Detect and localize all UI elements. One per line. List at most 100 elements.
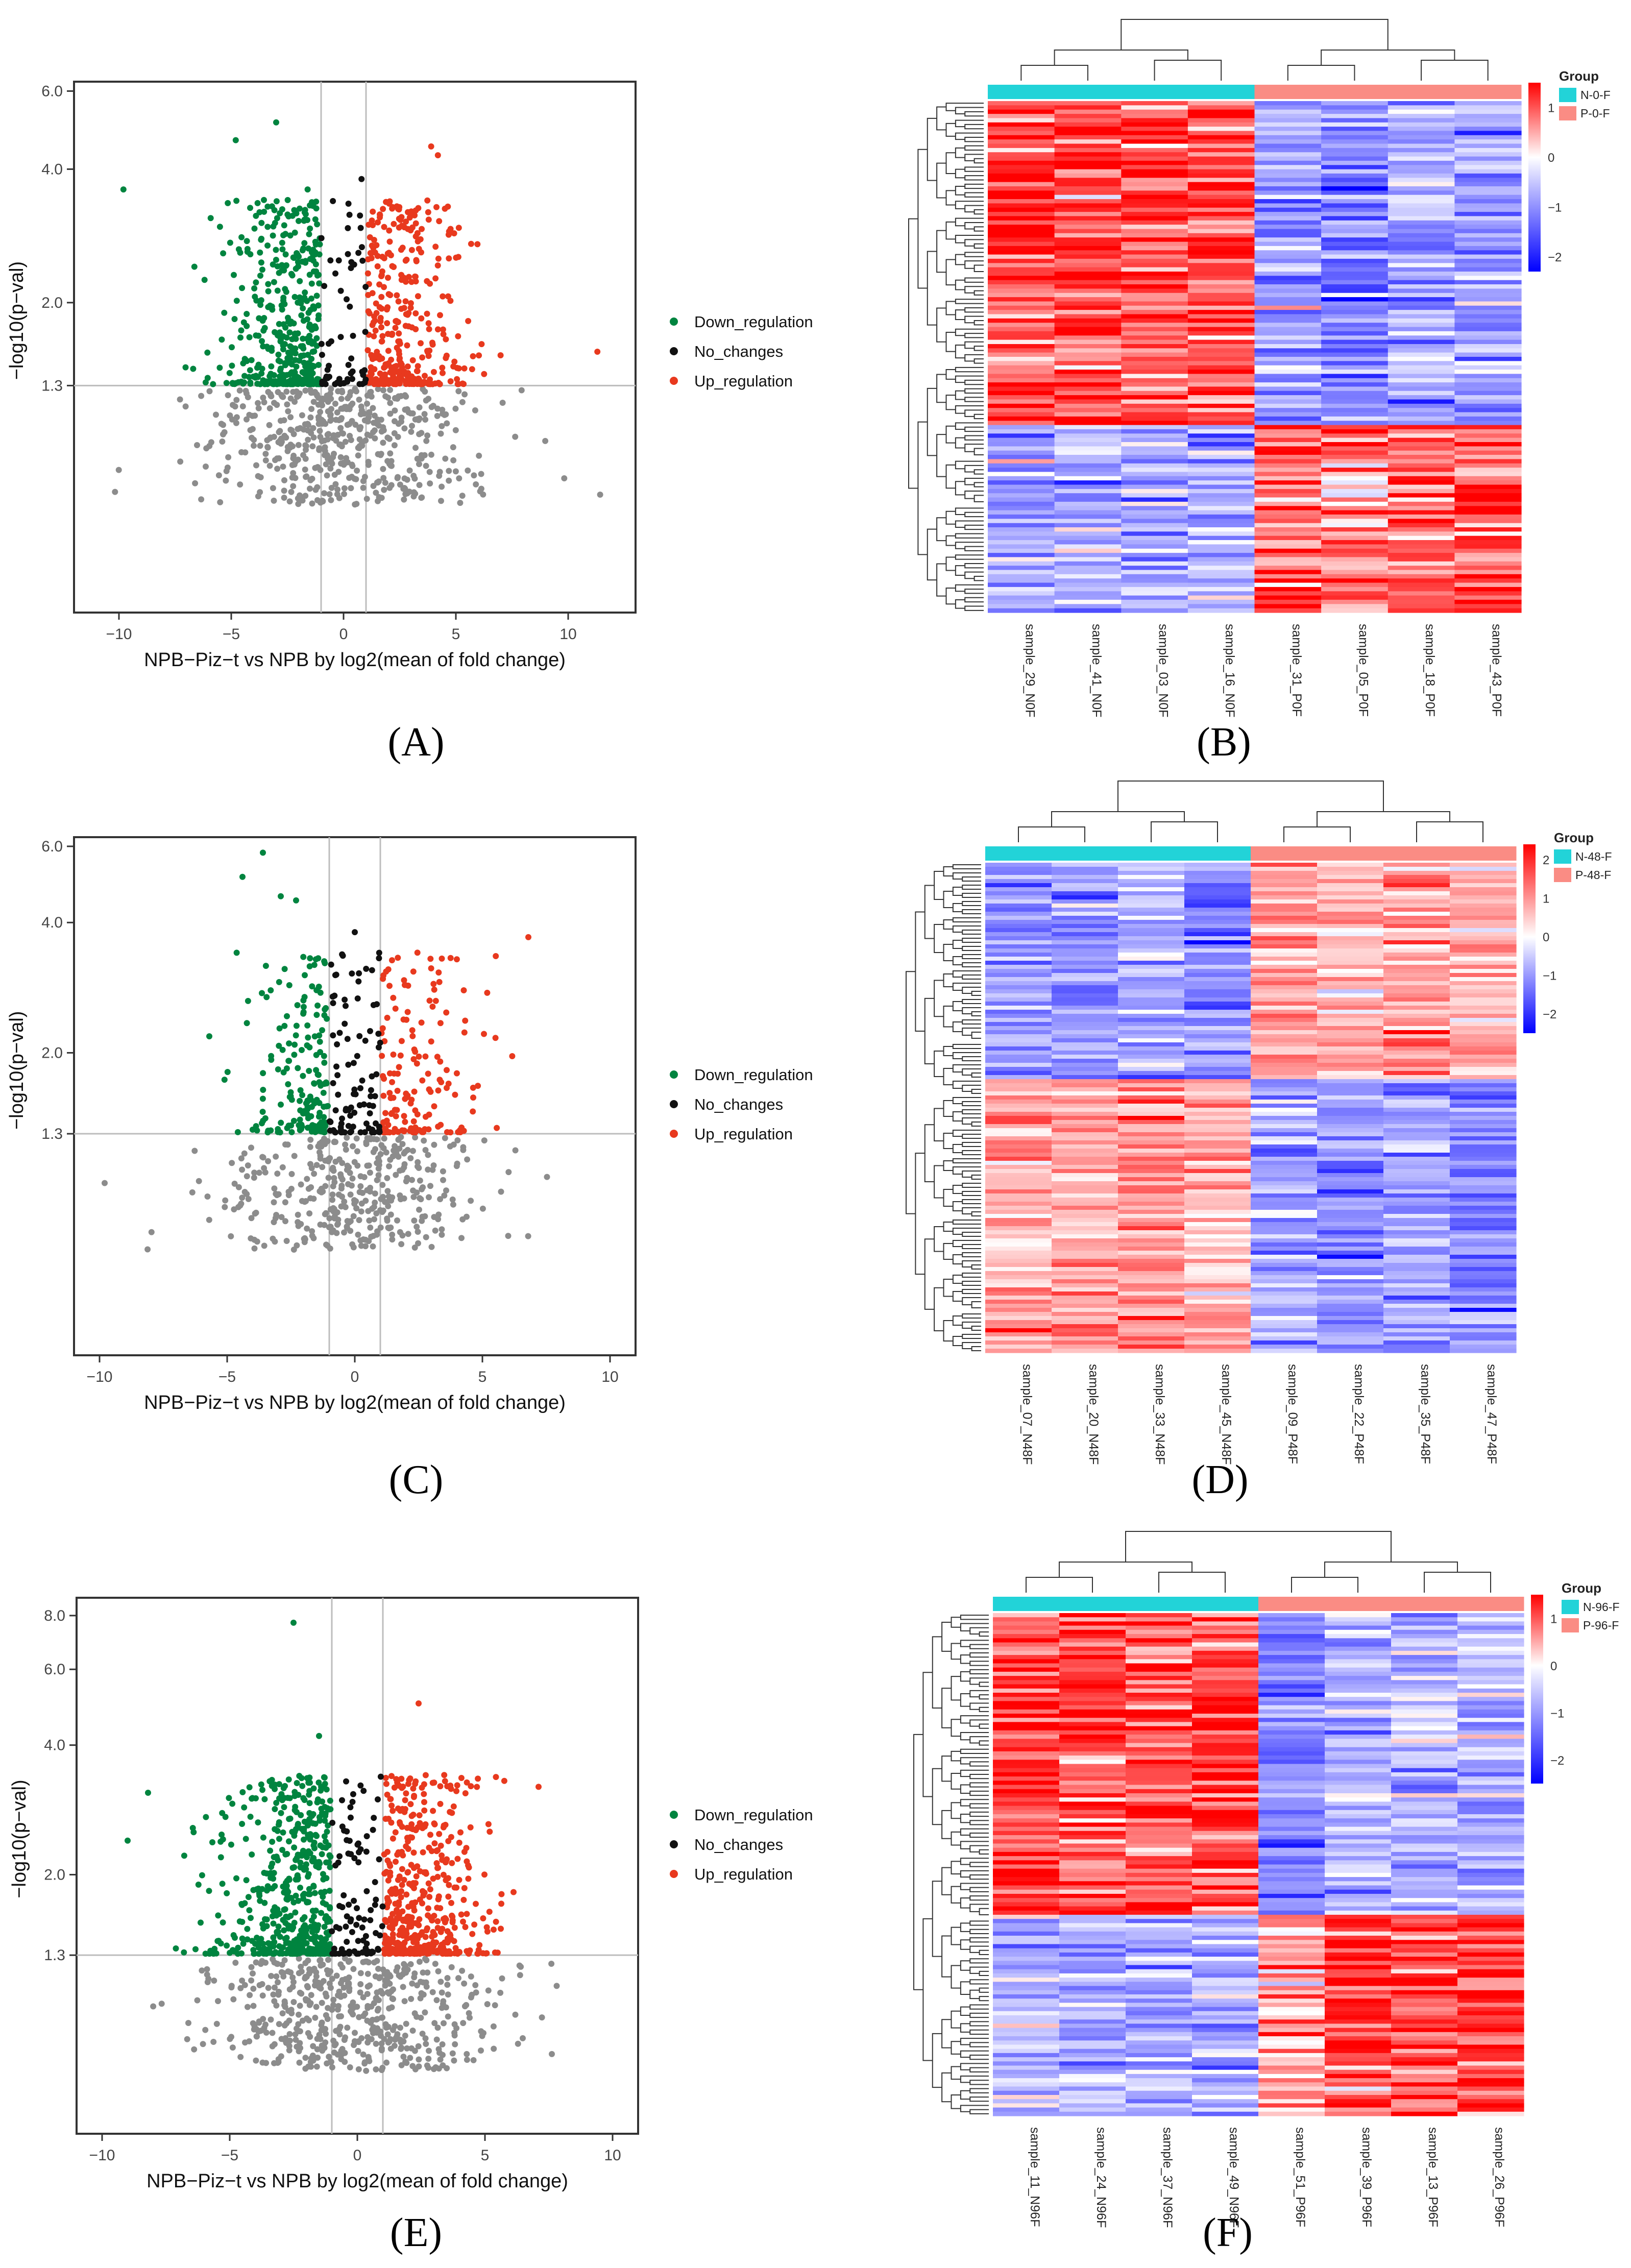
heatmap-cell (1454, 229, 1522, 234)
heatmap-cell (1321, 327, 1389, 332)
heatmap-cell (1184, 1100, 1251, 1104)
point-insignificant (457, 500, 464, 506)
heatmap-cell (1251, 953, 1318, 957)
heatmap-cell (1317, 953, 1384, 957)
point-up-regulation (455, 1129, 461, 1135)
heatmap-cell (1387, 357, 1455, 361)
heatmap-cell (1251, 1144, 1318, 1149)
heatmap-cell (1454, 566, 1522, 571)
heatmap-cell (1450, 899, 1517, 904)
x-tick-label: 10 (601, 1369, 618, 1385)
point-insignificant (346, 475, 353, 481)
point-insignificant (422, 2035, 429, 2042)
heatmap-cell (1118, 1222, 1185, 1227)
heatmap-cell (1454, 301, 1522, 306)
row-dendrogram-branch (936, 106, 946, 131)
point-insignificant (298, 1990, 305, 1997)
heatmap-cell (1387, 497, 1455, 502)
panel-label: (A) (387, 720, 444, 765)
point-up-regulation (395, 319, 401, 325)
heatmap-cell (988, 203, 1055, 208)
heatmap-cell (1450, 1157, 1517, 1161)
point-insignificant (413, 1224, 420, 1230)
point-up-regulation (364, 347, 371, 354)
heatmap-cell (1254, 608, 1322, 613)
point-insignificant (284, 401, 290, 408)
point-down-regulation (306, 272, 313, 278)
point-insignificant (322, 1211, 328, 1217)
heatmap-cell (1454, 258, 1522, 263)
point-up-regulation (435, 969, 442, 976)
heatmap-cell (1317, 948, 1384, 953)
heatmap-cells (985, 863, 1517, 1353)
point-down-regulation (216, 224, 223, 230)
point-insignificant (422, 1956, 428, 1962)
point-up-regulation (470, 1084, 476, 1091)
heatmap-cell (1118, 1071, 1185, 1076)
heatmap-cell (1121, 463, 1188, 468)
heatmap-cell (1184, 1153, 1251, 1157)
heatmap-cell (1387, 476, 1455, 481)
point-insignificant (518, 387, 525, 394)
group-annotation-cell (1321, 85, 1389, 99)
heatmap-cell (1321, 263, 1389, 268)
heatmap-cell (1383, 1006, 1450, 1010)
heatmap-cell (1454, 272, 1522, 276)
heatmap-cell (1387, 374, 1455, 379)
point-down-regulation (210, 381, 216, 387)
heatmap-cell (1454, 331, 1522, 336)
point-insignificant (334, 1222, 340, 1228)
heatmap-cell (1052, 1316, 1118, 1321)
heatmap-cell (1254, 489, 1322, 494)
point-insignificant (299, 1198, 305, 1204)
point-insignificant (383, 2059, 390, 2066)
heatmap-cell (988, 216, 1055, 221)
row-dendrogram-branch (934, 1226, 944, 1252)
heatmap-cell (1450, 916, 1517, 920)
heatmap-cell (988, 160, 1055, 165)
heatmap-cell (1054, 109, 1122, 114)
heatmap-cell (1321, 207, 1389, 212)
heatmap-cell (988, 386, 1055, 392)
heatmap-cell (1387, 335, 1455, 340)
heatmap-cell (1317, 973, 1384, 978)
point-up-regulation (410, 1118, 417, 1125)
heatmap-cell (1054, 135, 1122, 140)
heatmap-cell (985, 1128, 1052, 1133)
row-dendrogram-branch (936, 230, 946, 273)
point-insignificant (239, 1978, 246, 1984)
heatmap-cell (1118, 1112, 1185, 1116)
heatmap-cell (1054, 468, 1122, 472)
point-insignificant (326, 1215, 333, 1222)
heatmap-cell (1383, 1075, 1450, 1080)
point-insignificant (318, 1143, 325, 1150)
point-down-regulation (306, 1067, 312, 1074)
point-insignificant (434, 412, 441, 419)
heatmap-cell (1184, 1010, 1251, 1014)
heatmap-cell (1187, 344, 1255, 349)
heatmap-cell (1383, 1185, 1450, 1190)
point-insignificant (364, 1162, 371, 1169)
point-down-regulation (283, 334, 290, 341)
heatmap-B: sample_29_N0F sample_41_N0F sample_03_N0F s… (908, 19, 1611, 765)
legend-swatch (670, 318, 678, 326)
point-down-regulation (259, 1095, 266, 1102)
point-down-regulation (257, 249, 263, 256)
y-tick-label: 6.0 (41, 838, 63, 855)
heatmap-cell (1317, 1296, 1384, 1300)
heatmap-cell (1383, 1291, 1450, 1296)
point-insignificant (220, 431, 226, 437)
point-insignificant (412, 445, 419, 451)
point-insignificant (357, 1237, 364, 1243)
column-dendrogram (1020, 19, 1489, 81)
point-up-regulation (431, 986, 437, 993)
point-up-regulation (398, 272, 405, 278)
point-insignificant (401, 425, 408, 432)
point-down-regulation (253, 297, 260, 304)
row-dendrogram-branch (952, 1240, 981, 1247)
point-no-change (359, 1077, 366, 1084)
point-no-change (348, 265, 354, 271)
heatmap-cell (1383, 863, 1450, 867)
heatmap-cell (1254, 339, 1322, 345)
heatmap-cell (1118, 1320, 1185, 1325)
